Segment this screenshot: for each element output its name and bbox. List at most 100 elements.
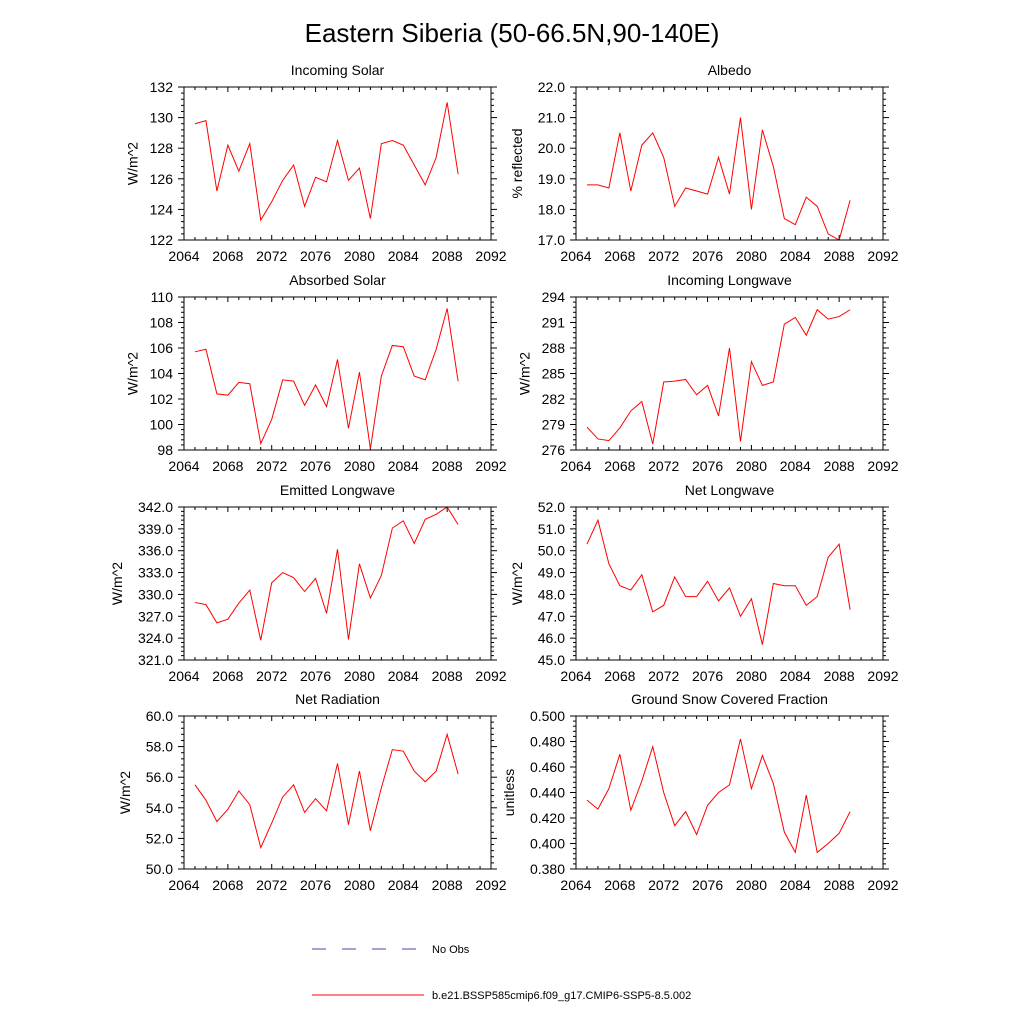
y-tick-label: 327.0	[138, 608, 173, 624]
x-tick-label: 2064	[168, 668, 199, 684]
x-tick-label: 2072	[256, 668, 287, 684]
x-tick-label: 2088	[824, 877, 855, 893]
panel-title-albedo: Albedo	[708, 62, 752, 78]
panel-absorbed-solar: 2064 2068 2072 2076 2080 2084 2088 2092 98 100 102…	[125, 272, 507, 474]
series-line-incoming-solar	[194, 102, 459, 222]
y-axis-label: % reflected	[509, 128, 525, 198]
x-tick-label: 2080	[344, 877, 375, 893]
series-line-albedo	[586, 117, 851, 241]
series-line-incoming-longwave	[586, 308, 851, 445]
y-tick-label: 106	[150, 340, 174, 356]
x-tick-label: 2088	[432, 668, 463, 684]
x-tick-label: 2080	[344, 248, 375, 264]
y-tick-label: 17.0	[538, 232, 565, 248]
series-line-emitted-longwave	[194, 506, 459, 641]
y-tick-label: 122	[150, 232, 174, 248]
x-tick-label: 2088	[432, 877, 463, 893]
x-tick-label: 2068	[212, 248, 243, 264]
panel-title-net-radiation: Net Radiation	[295, 691, 380, 707]
y-tick-label: 330.0	[138, 586, 173, 602]
ticks-net-longwave	[570, 506, 889, 661]
y-tick-label: 52.0	[146, 830, 173, 846]
plot-frame-ground-snow-covered-fraction	[575, 715, 884, 870]
plot-frame-incoming-solar	[183, 86, 492, 241]
x-tick-label: 2080	[344, 668, 375, 684]
y-axis-label: W/m^2	[109, 562, 125, 605]
x-tick-label: 2092	[475, 668, 506, 684]
x-tick-label: 2080	[736, 668, 767, 684]
y-tick-label: 333.0	[138, 565, 173, 581]
y-tick-label: 321.0	[138, 652, 173, 668]
ticks-incoming-longwave	[570, 296, 889, 451]
y-tick-label: 128	[150, 140, 174, 156]
y-tick-label: 100	[150, 417, 174, 433]
panel-title-incoming-longwave: Incoming Longwave	[667, 272, 792, 288]
x-tick-label: 2076	[300, 877, 331, 893]
y-tick-label: 324.0	[138, 630, 173, 646]
y-axis-label: unitless	[501, 769, 517, 816]
y-tick-label: 54.0	[146, 800, 173, 816]
ticks-emitted-longwave	[178, 506, 497, 661]
y-tick-label: 21.0	[538, 110, 565, 126]
plot-frame-net-longwave	[575, 506, 884, 661]
panels: 2064 2068 2072 2076 2080 2084 2088 2092 122 124 12…	[109, 62, 899, 893]
plot-frame-absorbed-solar	[183, 296, 492, 451]
x-tick-label: 2072	[256, 248, 287, 264]
y-tick-label: 0.400	[530, 836, 565, 852]
x-tick-label: 2092	[475, 248, 506, 264]
x-tick-label: 2080	[736, 248, 767, 264]
y-tick-label: 20.0	[538, 140, 565, 156]
x-tick-label: 2092	[867, 877, 898, 893]
y-tick-label: 52.0	[538, 499, 565, 515]
x-tick-label: 2084	[388, 877, 419, 893]
x-tick-label: 2088	[824, 458, 855, 474]
panel-title-incoming-solar: Incoming Solar	[291, 62, 385, 78]
panel-title-emitted-longwave: Emitted Longwave	[280, 482, 395, 498]
panel-ground-snow-covered-fraction: 2064 2068 2072 2076 2080 2084 2088 2092 0.380 0.4…	[501, 691, 899, 893]
y-tick-label: 0.460	[530, 759, 565, 775]
x-tick-label: 2072	[648, 877, 679, 893]
y-tick-label: 0.380	[530, 861, 565, 877]
y-tick-label: 110	[151, 289, 174, 305]
panel-incoming-longwave: 2064 2068 2072 2076 2080 2084 2088 2092 276 279 28…	[517, 272, 899, 474]
x-tick-label: 2072	[256, 877, 287, 893]
x-tick-label: 2064	[168, 877, 199, 893]
panel-net-radiation: 2064 2068 2072 2076 2080 2084 2088 2092 50.0 52.0…	[117, 691, 507, 893]
figure-title: Eastern Siberia (50-66.5N,90-140E)	[305, 18, 720, 48]
plot-frame-albedo	[575, 86, 884, 241]
ticks-incoming-solar	[178, 86, 497, 241]
y-tick-label: 282	[542, 391, 566, 407]
panel-albedo: 2064 2068 2072 2076 2080 2084 2088 2092 17.0 18.0…	[509, 62, 899, 264]
y-tick-label: 0.420	[530, 810, 565, 826]
ticks-albedo	[570, 86, 889, 241]
x-tick-label: 2092	[867, 668, 898, 684]
y-tick-label: 50.0	[538, 543, 565, 559]
y-tick-label: 276	[542, 442, 566, 458]
x-tick-label: 2092	[475, 458, 506, 474]
ticks-net-radiation	[178, 715, 497, 870]
x-tick-label: 2092	[867, 458, 898, 474]
x-tick-label: 2064	[560, 248, 591, 264]
x-tick-label: 2068	[604, 248, 635, 264]
x-tick-label: 2064	[560, 877, 591, 893]
x-tick-label: 2068	[604, 668, 635, 684]
x-tick-label: 2064	[560, 668, 591, 684]
x-tick-label: 2084	[388, 668, 419, 684]
y-tick-label: 51.0	[538, 521, 565, 537]
x-tick-label: 2076	[692, 877, 723, 893]
y-tick-label: 50.0	[146, 861, 173, 877]
panel-emitted-longwave: 2064 2068 2072 2076 2080 2084 2088 2092 321.0 324…	[109, 482, 507, 684]
x-tick-label: 2068	[604, 877, 635, 893]
y-tick-label: 124	[150, 201, 174, 217]
x-tick-label: 2064	[560, 458, 591, 474]
legend-label-model: b.e21.BSSP585cmip6.f09_g17.CMIP6-SSP5-8.…	[432, 990, 691, 1002]
x-tick-label: 2068	[604, 458, 635, 474]
y-tick-label: 60.0	[146, 708, 173, 724]
x-tick-label: 2088	[824, 668, 855, 684]
plot-frame-net-radiation	[183, 715, 492, 870]
y-tick-label: 126	[150, 171, 174, 187]
y-axis-label: W/m^2	[509, 562, 525, 605]
y-tick-label: 19.0	[538, 171, 565, 187]
legend: No Obs b.e21.BSSP585cmip6.f09_g17.CMIP6-…	[312, 944, 691, 1002]
